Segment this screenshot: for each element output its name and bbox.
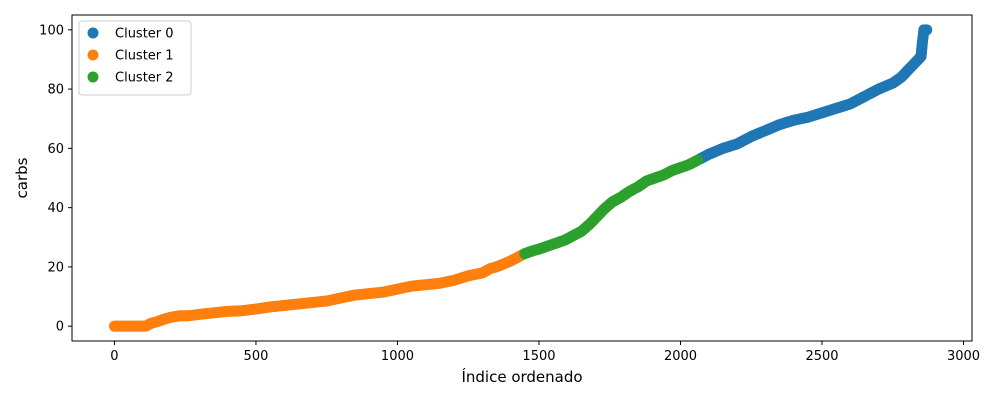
series-2 <box>519 154 703 260</box>
y-axis-title: carbs <box>13 157 31 198</box>
legend-box <box>78 20 192 96</box>
data-point <box>691 154 703 166</box>
legend-marker <box>87 49 99 61</box>
legend-label: Cluster 0 <box>115 27 174 42</box>
x-axis-title: Índice ordenado <box>461 367 582 386</box>
y-tick-label: 40 <box>47 201 64 216</box>
legend-label: Cluster 2 <box>115 71 174 86</box>
legend-marker <box>87 71 99 83</box>
y-tick-label: 60 <box>47 142 64 157</box>
y-tick-label: 80 <box>47 83 64 98</box>
x-tick-label: 1500 <box>522 349 555 364</box>
y-tick-label: 20 <box>47 260 64 275</box>
x-tick-label: 2500 <box>805 349 838 364</box>
series-0 <box>694 24 933 165</box>
legend-marker <box>87 27 99 39</box>
legend: Cluster 0 Cluster 1 Cluster 2 <box>78 20 192 96</box>
y-tick-label: 100 <box>39 23 64 38</box>
data-point <box>921 24 933 36</box>
plot-marks <box>108 24 933 332</box>
x-axis: 0 500 1000 1500 2000 2500 3000 <box>110 341 980 364</box>
x-tick-label: 2000 <box>664 349 697 364</box>
legend-label: Cluster 1 <box>115 49 174 64</box>
series-1 <box>108 249 528 332</box>
x-tick-label: 500 <box>244 349 269 364</box>
x-tick-label: 3000 <box>947 349 980 364</box>
y-axis: 0 20 40 60 80 100 <box>39 23 72 335</box>
plot-frame <box>71 14 973 342</box>
x-tick-label: 1000 <box>381 349 414 364</box>
y-tick-label: 0 <box>56 320 64 335</box>
x-tick-label: 0 <box>110 349 118 364</box>
